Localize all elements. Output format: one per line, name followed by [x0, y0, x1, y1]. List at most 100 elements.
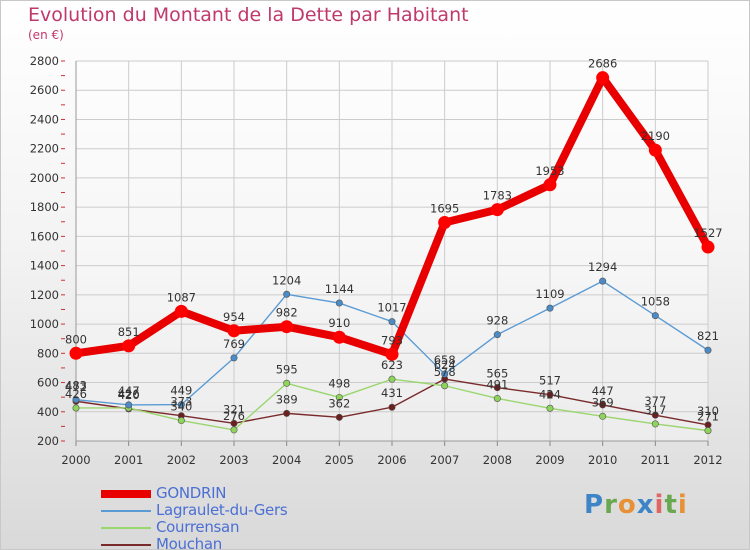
data-label-lagraulet-du-gers: 1294: [588, 260, 617, 274]
data-point-courrensan: [546, 404, 554, 412]
data-point-lagraulet-du-gers: [599, 277, 607, 285]
data-label-gondrin: 910: [328, 316, 350, 330]
y-tick-label: 1800: [30, 200, 59, 214]
data-label-mouchan: 362: [328, 396, 350, 410]
chart-subtitle: (en €): [28, 28, 64, 42]
y-tick-label: 2400: [30, 112, 59, 126]
y-tick-label: 2600: [30, 83, 59, 97]
data-point-lagraulet-du-gers: [704, 346, 712, 354]
data-point-lagraulet-du-gers: [651, 312, 659, 320]
data-point-gondrin: [543, 178, 557, 192]
data-point-gondrin: [69, 346, 83, 360]
data-point-gondrin: [385, 347, 399, 361]
data-label-courrensan: 595: [276, 362, 298, 376]
y-tick-label: 1200: [30, 288, 59, 302]
x-tick-label: 2005: [325, 453, 354, 467]
x-tick-label: 2002: [167, 453, 196, 467]
data-point-mouchan: [651, 411, 659, 419]
data-label-lagraulet-du-gers: 447: [118, 384, 140, 398]
data-point-courrensan: [72, 404, 80, 412]
logo-letter: o: [617, 490, 637, 520]
data-label-mouchan: 565: [486, 367, 508, 381]
data-label-lagraulet-du-gers: 769: [223, 337, 245, 351]
data-point-courrensan: [704, 427, 712, 435]
data-point-lagraulet-du-gers: [441, 370, 449, 378]
legend-swatch-mouchan: [101, 544, 151, 546]
data-point-courrensan: [651, 420, 659, 428]
data-point-gondrin: [227, 324, 241, 338]
data-label-gondrin: 2686: [588, 57, 617, 71]
x-tick-label: 2011: [641, 453, 670, 467]
data-point-mouchan: [493, 384, 501, 392]
data-label-lagraulet-du-gers: 483: [65, 379, 87, 393]
y-tick-label: 2800: [30, 54, 59, 68]
data-label-lagraulet-du-gers: 1144: [325, 282, 354, 296]
data-point-lagraulet-du-gers: [335, 299, 343, 307]
data-label-mouchan: 472: [65, 380, 87, 394]
data-label-lagraulet-du-gers: 1109: [535, 287, 564, 301]
data-label-courrensan: 491: [486, 377, 508, 391]
legend-label-courrensan: Courrensan: [156, 518, 240, 536]
data-label-mouchan: 389: [276, 392, 298, 406]
data-label-mouchan: 321: [223, 402, 245, 416]
data-point-courrensan: [177, 417, 185, 425]
data-label-gondrin: 1527: [693, 226, 722, 240]
proxiti-logo: Proxiti: [584, 490, 688, 520]
data-label-mouchan: 624: [434, 358, 456, 372]
data-label-gondrin: 1695: [430, 202, 459, 216]
data-label-mouchan: 420: [118, 388, 140, 402]
x-tick-label: 2004: [272, 453, 301, 467]
y-tick-label: 1600: [30, 229, 59, 243]
data-point-courrensan: [441, 382, 449, 390]
logo-letter: i: [677, 490, 688, 520]
logo-letter: r: [604, 490, 618, 520]
data-point-lagraulet-du-gers: [72, 396, 80, 404]
data-label-courrensan: 498: [328, 376, 350, 390]
data-label-lagraulet-du-gers: 1204: [272, 273, 301, 287]
data-point-lagraulet-du-gers: [177, 401, 185, 409]
data-point-lagraulet-du-gers: [493, 331, 501, 339]
legend-swatch-gondrin: [101, 490, 151, 498]
data-label-courrensan: 369: [592, 395, 614, 409]
data-point-gondrin: [332, 330, 346, 344]
data-point-courrensan: [283, 379, 291, 387]
legend-item-lagraulet: Lagraulet-du-Gers: [101, 502, 401, 519]
data-label-mouchan: 310: [697, 404, 719, 418]
data-label-courrensan: 271: [697, 410, 719, 424]
data-point-lagraulet-du-gers: [230, 354, 238, 362]
data-label-courrensan: 424: [539, 387, 561, 401]
x-tick-label: 2010: [588, 453, 617, 467]
data-label-gondrin: 2190: [641, 129, 670, 143]
data-point-lagraulet-du-gers: [283, 290, 291, 298]
data-label-lagraulet-du-gers: 1017: [377, 301, 406, 315]
legend-item-mouchan: Mouchan: [101, 535, 401, 550]
data-label-gondrin: 982: [276, 306, 298, 320]
x-tick-label: 2003: [219, 453, 248, 467]
legend-item-courrensan: Courrensan: [101, 519, 401, 536]
data-label-courrensan: 623: [381, 358, 403, 372]
x-tick-label: 2007: [430, 453, 459, 467]
data-label-gondrin: 1953: [535, 164, 564, 178]
legend-item-gondrin: GONDRIN: [101, 485, 401, 502]
legend-swatch-lagraulet: [101, 510, 151, 512]
data-point-gondrin: [648, 143, 662, 157]
data-point-mouchan: [335, 413, 343, 421]
x-tick-label: 2001: [114, 453, 143, 467]
x-tick-label: 2000: [61, 453, 90, 467]
legend-swatch-courrensan: [101, 527, 151, 529]
logo-letter: P: [584, 490, 605, 520]
data-point-mouchan: [546, 391, 554, 399]
y-tick-label: 2000: [30, 171, 59, 185]
data-label-mouchan: 517: [539, 374, 561, 388]
legend-label-mouchan: Mouchan: [156, 535, 222, 550]
data-point-lagraulet-du-gers: [125, 401, 133, 409]
data-label-mouchan: 447: [592, 384, 614, 398]
data-point-gondrin: [122, 339, 136, 353]
data-label-courrensan: 340: [170, 400, 192, 414]
line-chart: 200 400 600 800 1000 1200 1400 1600 1800 2000 2200…: [30, 54, 723, 467]
series-lines: [69, 71, 715, 435]
data-label-courrensan: 426: [118, 387, 140, 401]
data-label-gondrin: 851: [118, 325, 140, 339]
data-point-courrensan: [335, 393, 343, 401]
